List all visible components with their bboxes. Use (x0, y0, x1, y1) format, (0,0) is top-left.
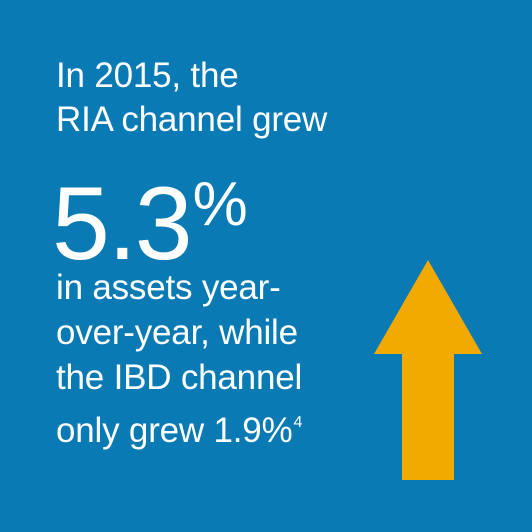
intro-line-2: RIA channel grew (56, 100, 328, 139)
footnote-marker: 4 (293, 414, 303, 431)
intro-line-1: In 2015, the (56, 56, 239, 95)
body-line-3: the IBD channel (56, 358, 303, 397)
growth-percent-sign: % (192, 170, 248, 239)
body-line-2: over-year, while (56, 313, 298, 352)
body-line-4-text: only grew 1.9% (56, 411, 293, 450)
up-arrow-shape (374, 260, 482, 480)
up-arrow-icon (374, 260, 482, 480)
growth-percentage: 5.3% (52, 150, 248, 282)
body-line-1: in assets year- (56, 268, 281, 307)
body-line-4: only grew 1.9%4 (56, 403, 302, 451)
growth-number: 5.3 (52, 166, 193, 282)
